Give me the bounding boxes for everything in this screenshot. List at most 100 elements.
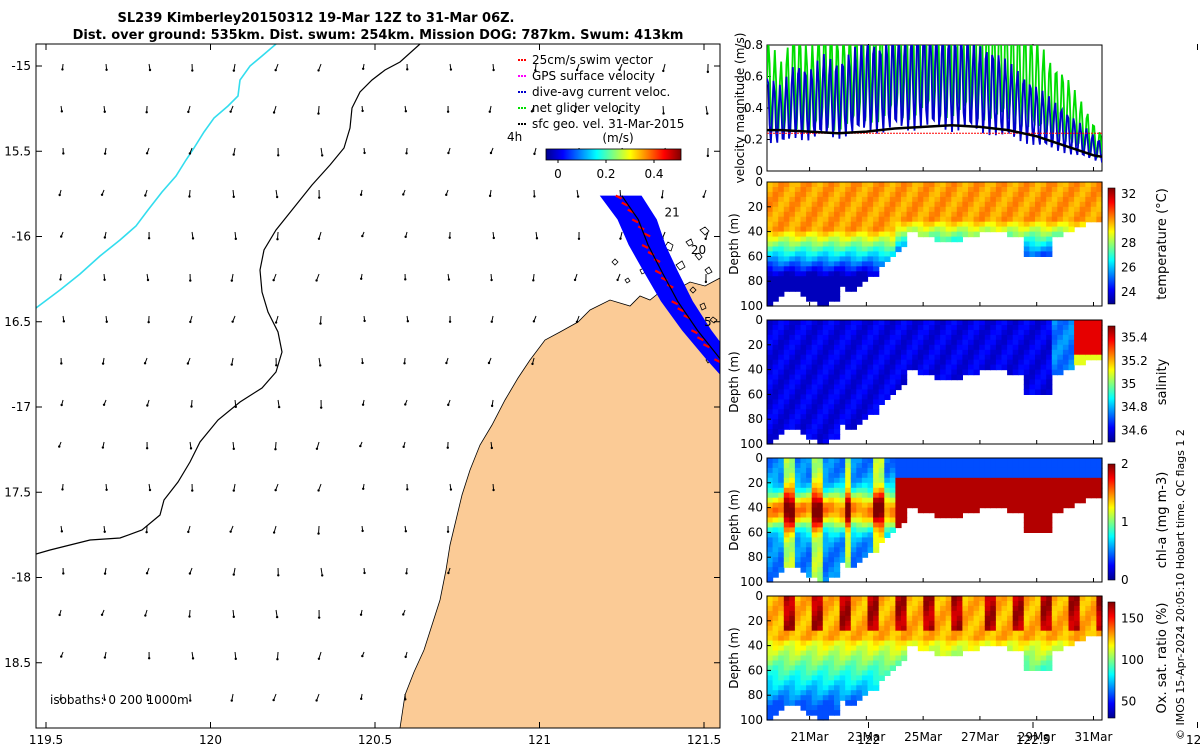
heat-cell — [917, 187, 924, 193]
heat-cell — [901, 349, 908, 356]
heat-cell — [923, 364, 930, 371]
heat-cell — [973, 196, 980, 203]
heat-cell — [772, 680, 779, 686]
heat-cell — [1007, 640, 1014, 647]
heat-cell — [817, 379, 824, 386]
heat-cell — [990, 349, 997, 356]
heat-cell — [845, 261, 852, 267]
heat-cell — [867, 507, 874, 514]
heat-cell — [1068, 625, 1075, 632]
heat-cell — [811, 665, 818, 671]
heat-cell — [889, 334, 896, 341]
heat-cell — [811, 660, 818, 667]
velocity-arrowhead — [275, 364, 278, 367]
heat-cell — [800, 354, 807, 361]
heat-cell — [828, 507, 835, 514]
heat-cell — [828, 625, 835, 632]
heat-cell — [984, 605, 991, 612]
heat-cell — [767, 344, 774, 351]
velocity-arrowhead — [403, 362, 406, 365]
heat-cell — [850, 596, 857, 602]
heat-cell — [828, 379, 835, 386]
heat-cell — [822, 256, 829, 262]
heat-cell — [884, 645, 891, 652]
heat-cell — [884, 655, 891, 662]
heat-cell — [811, 196, 818, 203]
heat-cell — [800, 487, 807, 494]
heat-cell — [945, 477, 952, 484]
heat-cell — [800, 329, 807, 336]
heat-cell — [973, 463, 980, 469]
heat-cell — [811, 542, 818, 548]
heat-cell — [817, 354, 824, 361]
heat-cell — [839, 685, 846, 691]
velocity-ylabel: velocity magnitude (m/s) — [733, 33, 747, 184]
heat-cell — [956, 467, 963, 474]
heat-cell — [867, 625, 874, 632]
heat-cell — [1012, 458, 1019, 464]
depth-ytick: 20 — [748, 476, 763, 490]
heat-cell — [861, 374, 869, 381]
heat-cell — [934, 354, 941, 361]
heat-cell — [772, 384, 779, 391]
heat-cell — [806, 261, 813, 267]
heat-cell — [995, 339, 1003, 346]
heat-cell — [1040, 497, 1047, 504]
legend-entry: GPS surface velocity — [532, 69, 655, 83]
heat-cell — [995, 620, 1003, 627]
heat-cell — [1079, 329, 1086, 336]
heat-cell — [1068, 620, 1075, 627]
heat-cell — [783, 359, 790, 366]
heat-cell — [889, 615, 896, 622]
velocity-arrowhead — [145, 572, 149, 575]
heat-cell — [822, 364, 829, 371]
heat-cell — [839, 601, 846, 607]
heat-cell — [873, 522, 880, 529]
heat-cell — [811, 562, 818, 568]
heat-cell — [794, 394, 802, 400]
heat-cell — [850, 276, 857, 282]
heat-cell — [767, 221, 774, 228]
heat-cell — [856, 615, 863, 622]
heat-cell — [906, 630, 913, 637]
velocity-arrowhead — [577, 237, 581, 240]
heat-cell — [789, 497, 796, 504]
heat-cell — [783, 281, 790, 287]
heat-cell — [1040, 231, 1047, 238]
heat-cell — [806, 246, 813, 253]
heat-cell — [822, 710, 829, 716]
heat-cell — [1090, 211, 1097, 218]
heat-cell — [772, 512, 779, 519]
heat-cell — [1085, 349, 1092, 356]
heat-cell — [834, 640, 841, 647]
heat-cell — [794, 281, 802, 287]
heat-cell — [783, 458, 790, 464]
velocity-arrow — [317, 105, 320, 114]
velocity-arrowhead — [492, 488, 495, 492]
heat-cell — [923, 645, 930, 652]
heat-cell — [951, 196, 958, 203]
heat-cell — [1085, 615, 1092, 622]
heat-cell — [845, 226, 852, 233]
heat-cell — [839, 359, 846, 366]
heat-cell — [1068, 472, 1075, 479]
heat-cell — [906, 635, 913, 642]
heat-cell — [850, 286, 857, 292]
heat-cell — [861, 552, 869, 558]
heat-cell — [895, 507, 902, 514]
heat-cell — [772, 276, 779, 282]
heat-cell — [912, 211, 919, 218]
heat-cell — [1035, 236, 1042, 243]
heat-cell — [834, 246, 841, 253]
heat-cell — [1018, 344, 1025, 351]
heat-cell — [772, 705, 779, 711]
heat-cell — [1018, 463, 1025, 469]
heat-cell — [917, 601, 924, 607]
heat-cell — [1074, 334, 1081, 341]
heat-cell — [839, 472, 846, 479]
heat-cell — [1040, 522, 1047, 529]
heat-cell — [1029, 601, 1036, 607]
heat-cell — [772, 231, 779, 238]
heat-cell — [945, 635, 952, 642]
